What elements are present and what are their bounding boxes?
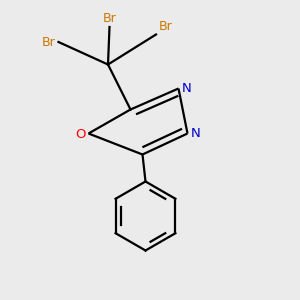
Text: Br: Br bbox=[159, 20, 173, 33]
Text: N: N bbox=[191, 127, 201, 140]
Text: O: O bbox=[75, 128, 86, 142]
Text: N: N bbox=[182, 82, 192, 95]
Text: Br: Br bbox=[103, 12, 116, 25]
Text: Br: Br bbox=[42, 35, 56, 49]
